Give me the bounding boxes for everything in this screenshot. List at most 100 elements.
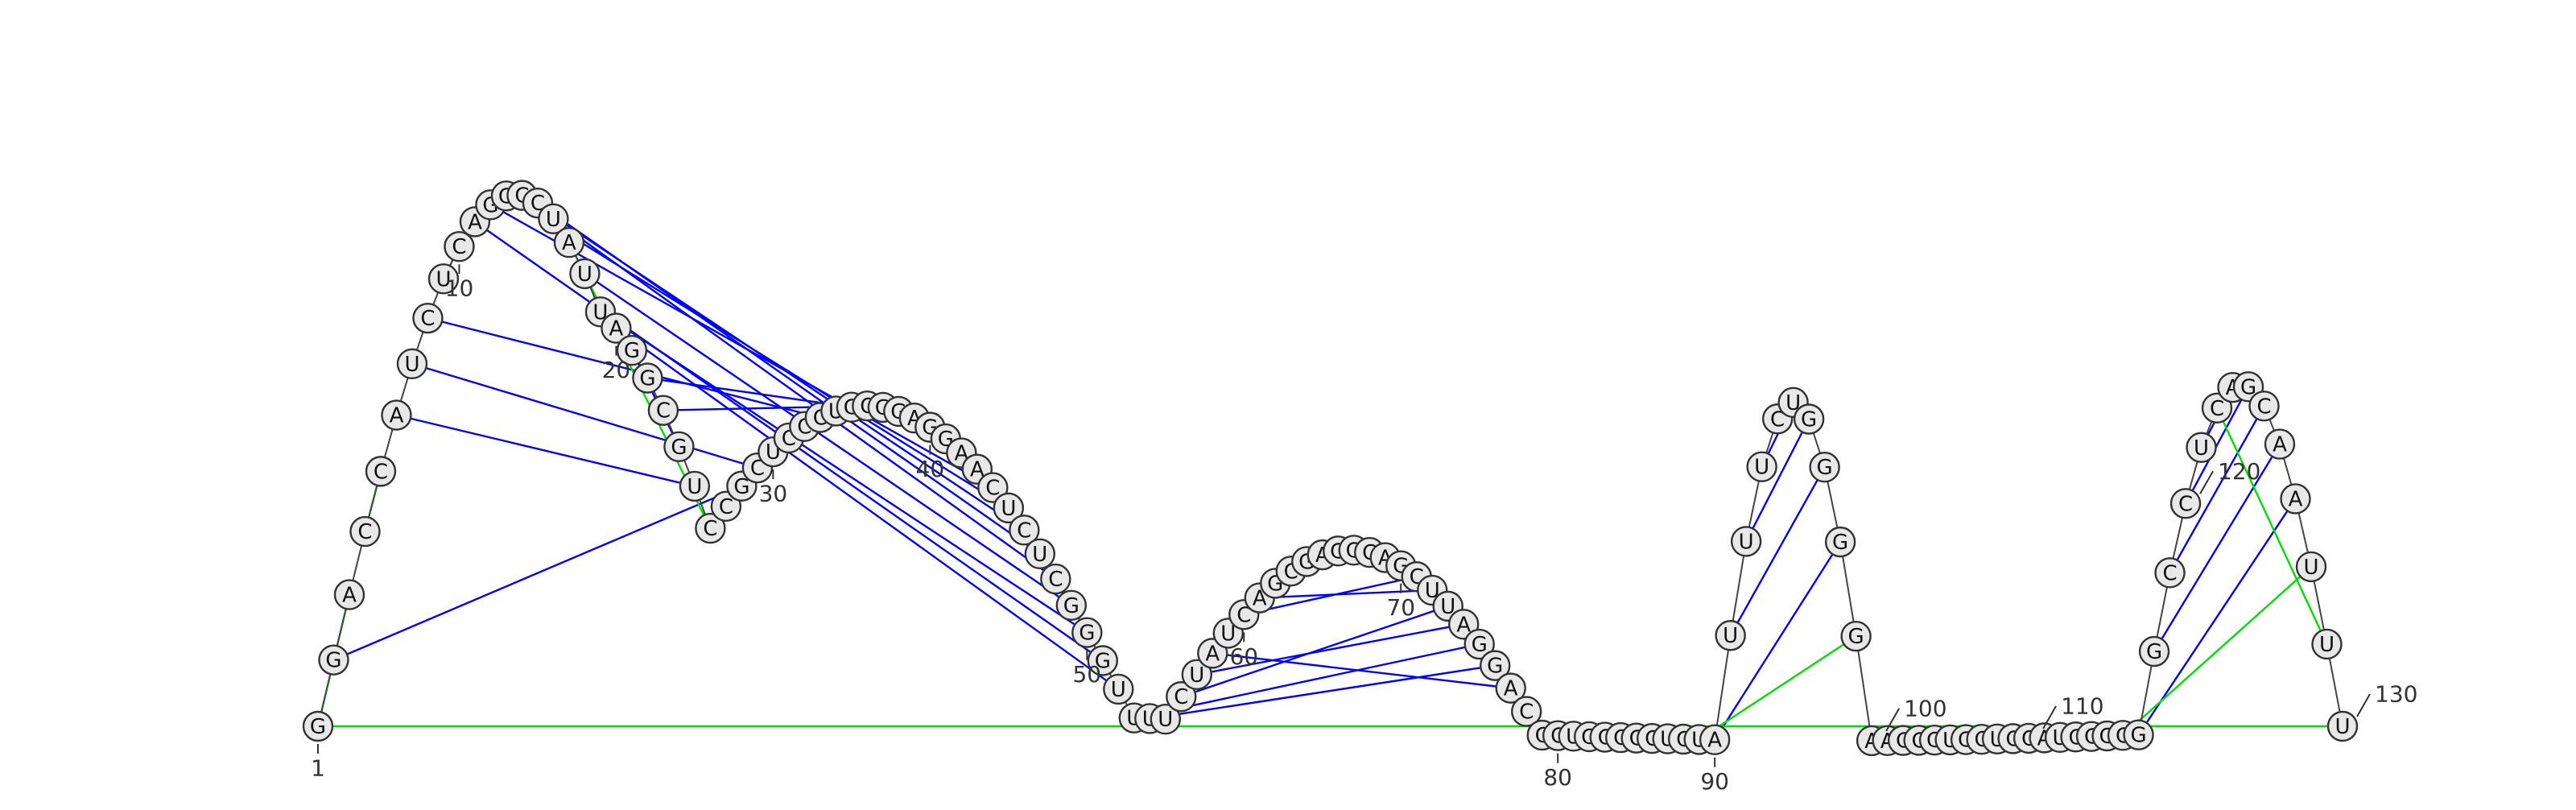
nucleotide-circle bbox=[1746, 451, 1777, 482]
nucleotide-letter: A bbox=[2273, 433, 2287, 457]
nucleotide-circle bbox=[396, 348, 428, 380]
nucleotide-circle bbox=[318, 644, 349, 676]
nucleotide: G bbox=[663, 431, 695, 462]
nucleotide: U bbox=[1746, 451, 1777, 482]
nucleotide-circle bbox=[679, 470, 711, 502]
nucleotide-circle bbox=[381, 399, 412, 431]
nucleotide-circle bbox=[1824, 526, 1856, 558]
canonical-pair-link bbox=[2137, 498, 2297, 736]
nucleotide-letter: G bbox=[1832, 531, 1848, 555]
position-label: 100 bbox=[1904, 695, 1946, 721]
nucleotide: U bbox=[2326, 710, 2359, 742]
nucleotide: G bbox=[1463, 628, 1495, 660]
nucleotide: G bbox=[1809, 452, 1840, 483]
nucleotide-letter: A bbox=[562, 231, 576, 255]
nucleotide-letter: G bbox=[639, 367, 655, 391]
nucleotide: A bbox=[333, 579, 365, 610]
position-label: 80 bbox=[1543, 764, 1572, 791]
nucleotide-letter: A bbox=[468, 210, 482, 234]
position-tick bbox=[1885, 708, 1900, 732]
nucleotide-letter: G bbox=[624, 339, 640, 363]
nucleotide-circle bbox=[993, 492, 1025, 524]
nucleotide-letter: C bbox=[1236, 603, 1251, 627]
nucleotide-letter: U bbox=[1723, 624, 1738, 648]
nucleotide-circle bbox=[1495, 672, 1526, 704]
nucleotide-letter: U bbox=[2303, 556, 2318, 580]
nucleotide-circle bbox=[2123, 719, 2154, 750]
nucleotide-letter: C bbox=[1770, 407, 1785, 432]
nucleotide-circle bbox=[349, 515, 381, 548]
nucleotide-circle bbox=[1715, 620, 1746, 651]
nucleotide-letter: A bbox=[1456, 613, 1471, 637]
nucleotide-letter: U bbox=[1001, 497, 1016, 521]
nucleotide-letter: G bbox=[1095, 649, 1111, 673]
canonical-pair-link bbox=[2153, 443, 2281, 652]
position-label: 130 bbox=[2375, 681, 2417, 708]
nucleotide: U bbox=[427, 263, 460, 295]
nucleotide-circle bbox=[1699, 724, 1731, 755]
nucleotide: G bbox=[1087, 645, 1119, 676]
nucleotide: C bbox=[1511, 696, 1542, 727]
nucleotide-letter: U bbox=[2334, 715, 2350, 739]
nucleotide: G bbox=[1055, 589, 1088, 621]
nucleotide: C bbox=[695, 512, 726, 544]
nucleotide-letter: C bbox=[2210, 397, 2224, 421]
noncanonical-pair-link bbox=[2215, 407, 2328, 645]
nucleotide-circle bbox=[616, 335, 648, 366]
nucleotide-letter: A bbox=[970, 458, 985, 482]
nucleotide: A bbox=[1699, 724, 1731, 755]
nucleotide-circle bbox=[1840, 620, 1872, 652]
position-tick bbox=[2199, 470, 2214, 494]
position-label: 90 bbox=[1700, 768, 1729, 795]
canonical-pair-link bbox=[2184, 386, 2250, 504]
position-label: 110 bbox=[2061, 692, 2103, 719]
nucleotide-letter: U bbox=[436, 267, 451, 291]
nucleotide: G bbox=[1071, 617, 1103, 648]
canonical-pair-link bbox=[1150, 664, 1496, 720]
nucleotide: U bbox=[1730, 526, 1762, 557]
nucleotide-letter: A bbox=[342, 584, 357, 608]
nucleotide: U bbox=[1150, 703, 1181, 735]
nucleotide-circle bbox=[365, 456, 397, 487]
nucleotide-letter: A bbox=[1504, 677, 1518, 701]
nucleotide-circle bbox=[2280, 483, 2311, 515]
position-label: 120 bbox=[2218, 458, 2260, 485]
nucleotide-letter: G bbox=[1063, 594, 1080, 618]
canonical-pair-link bbox=[1259, 589, 1433, 599]
nucleotide-circle bbox=[427, 263, 460, 295]
nucleotide: G bbox=[1793, 403, 1825, 435]
nucleotide-circle bbox=[333, 579, 365, 610]
nucleotide-letter: U bbox=[1032, 543, 1047, 567]
canonical-pair-link bbox=[2169, 405, 2265, 573]
noncanonical-pair-link bbox=[2122, 566, 2312, 737]
canonical-pair-link bbox=[600, 311, 1088, 634]
nucleotide-circle bbox=[1087, 645, 1119, 676]
nucleotide: U bbox=[1715, 620, 1746, 651]
nucleotide: U bbox=[1432, 590, 1463, 622]
nucleotide-circle bbox=[2326, 710, 2359, 742]
position-label: 10 bbox=[445, 275, 474, 302]
nucleotide-letter: U bbox=[1189, 663, 1204, 688]
nucleotide: C bbox=[2154, 557, 2186, 589]
canonical-pair-link bbox=[427, 316, 821, 419]
canonical-pair-link bbox=[1745, 418, 1810, 542]
nucleotide-letter: A bbox=[609, 317, 624, 341]
nucleotide-circle bbox=[2201, 392, 2233, 424]
nucleotide-letter: C bbox=[2162, 561, 2177, 585]
nucleotide-circle bbox=[1024, 538, 1056, 570]
position-label: 50 bbox=[1072, 661, 1101, 688]
nucleotide: C bbox=[2169, 488, 2202, 519]
nucleotide-circle bbox=[2264, 428, 2296, 460]
nucleotide-letter: C bbox=[1017, 519, 1031, 543]
nucleotide: C bbox=[1009, 515, 1040, 546]
nucleotide: U bbox=[538, 203, 569, 235]
nucleotide-letter: G bbox=[1801, 407, 1817, 432]
nucleotide-letter: G bbox=[671, 436, 687, 460]
nucleotide: C bbox=[2248, 391, 2280, 422]
nucleotide-letter: U bbox=[404, 353, 419, 377]
canonical-pair-link bbox=[1196, 623, 1464, 676]
nucleotide-letter: U bbox=[687, 475, 702, 499]
nucleotide-circle bbox=[1809, 452, 1840, 483]
nucleotide: U bbox=[1024, 538, 1056, 570]
nucleotide: G bbox=[1824, 526, 1856, 558]
